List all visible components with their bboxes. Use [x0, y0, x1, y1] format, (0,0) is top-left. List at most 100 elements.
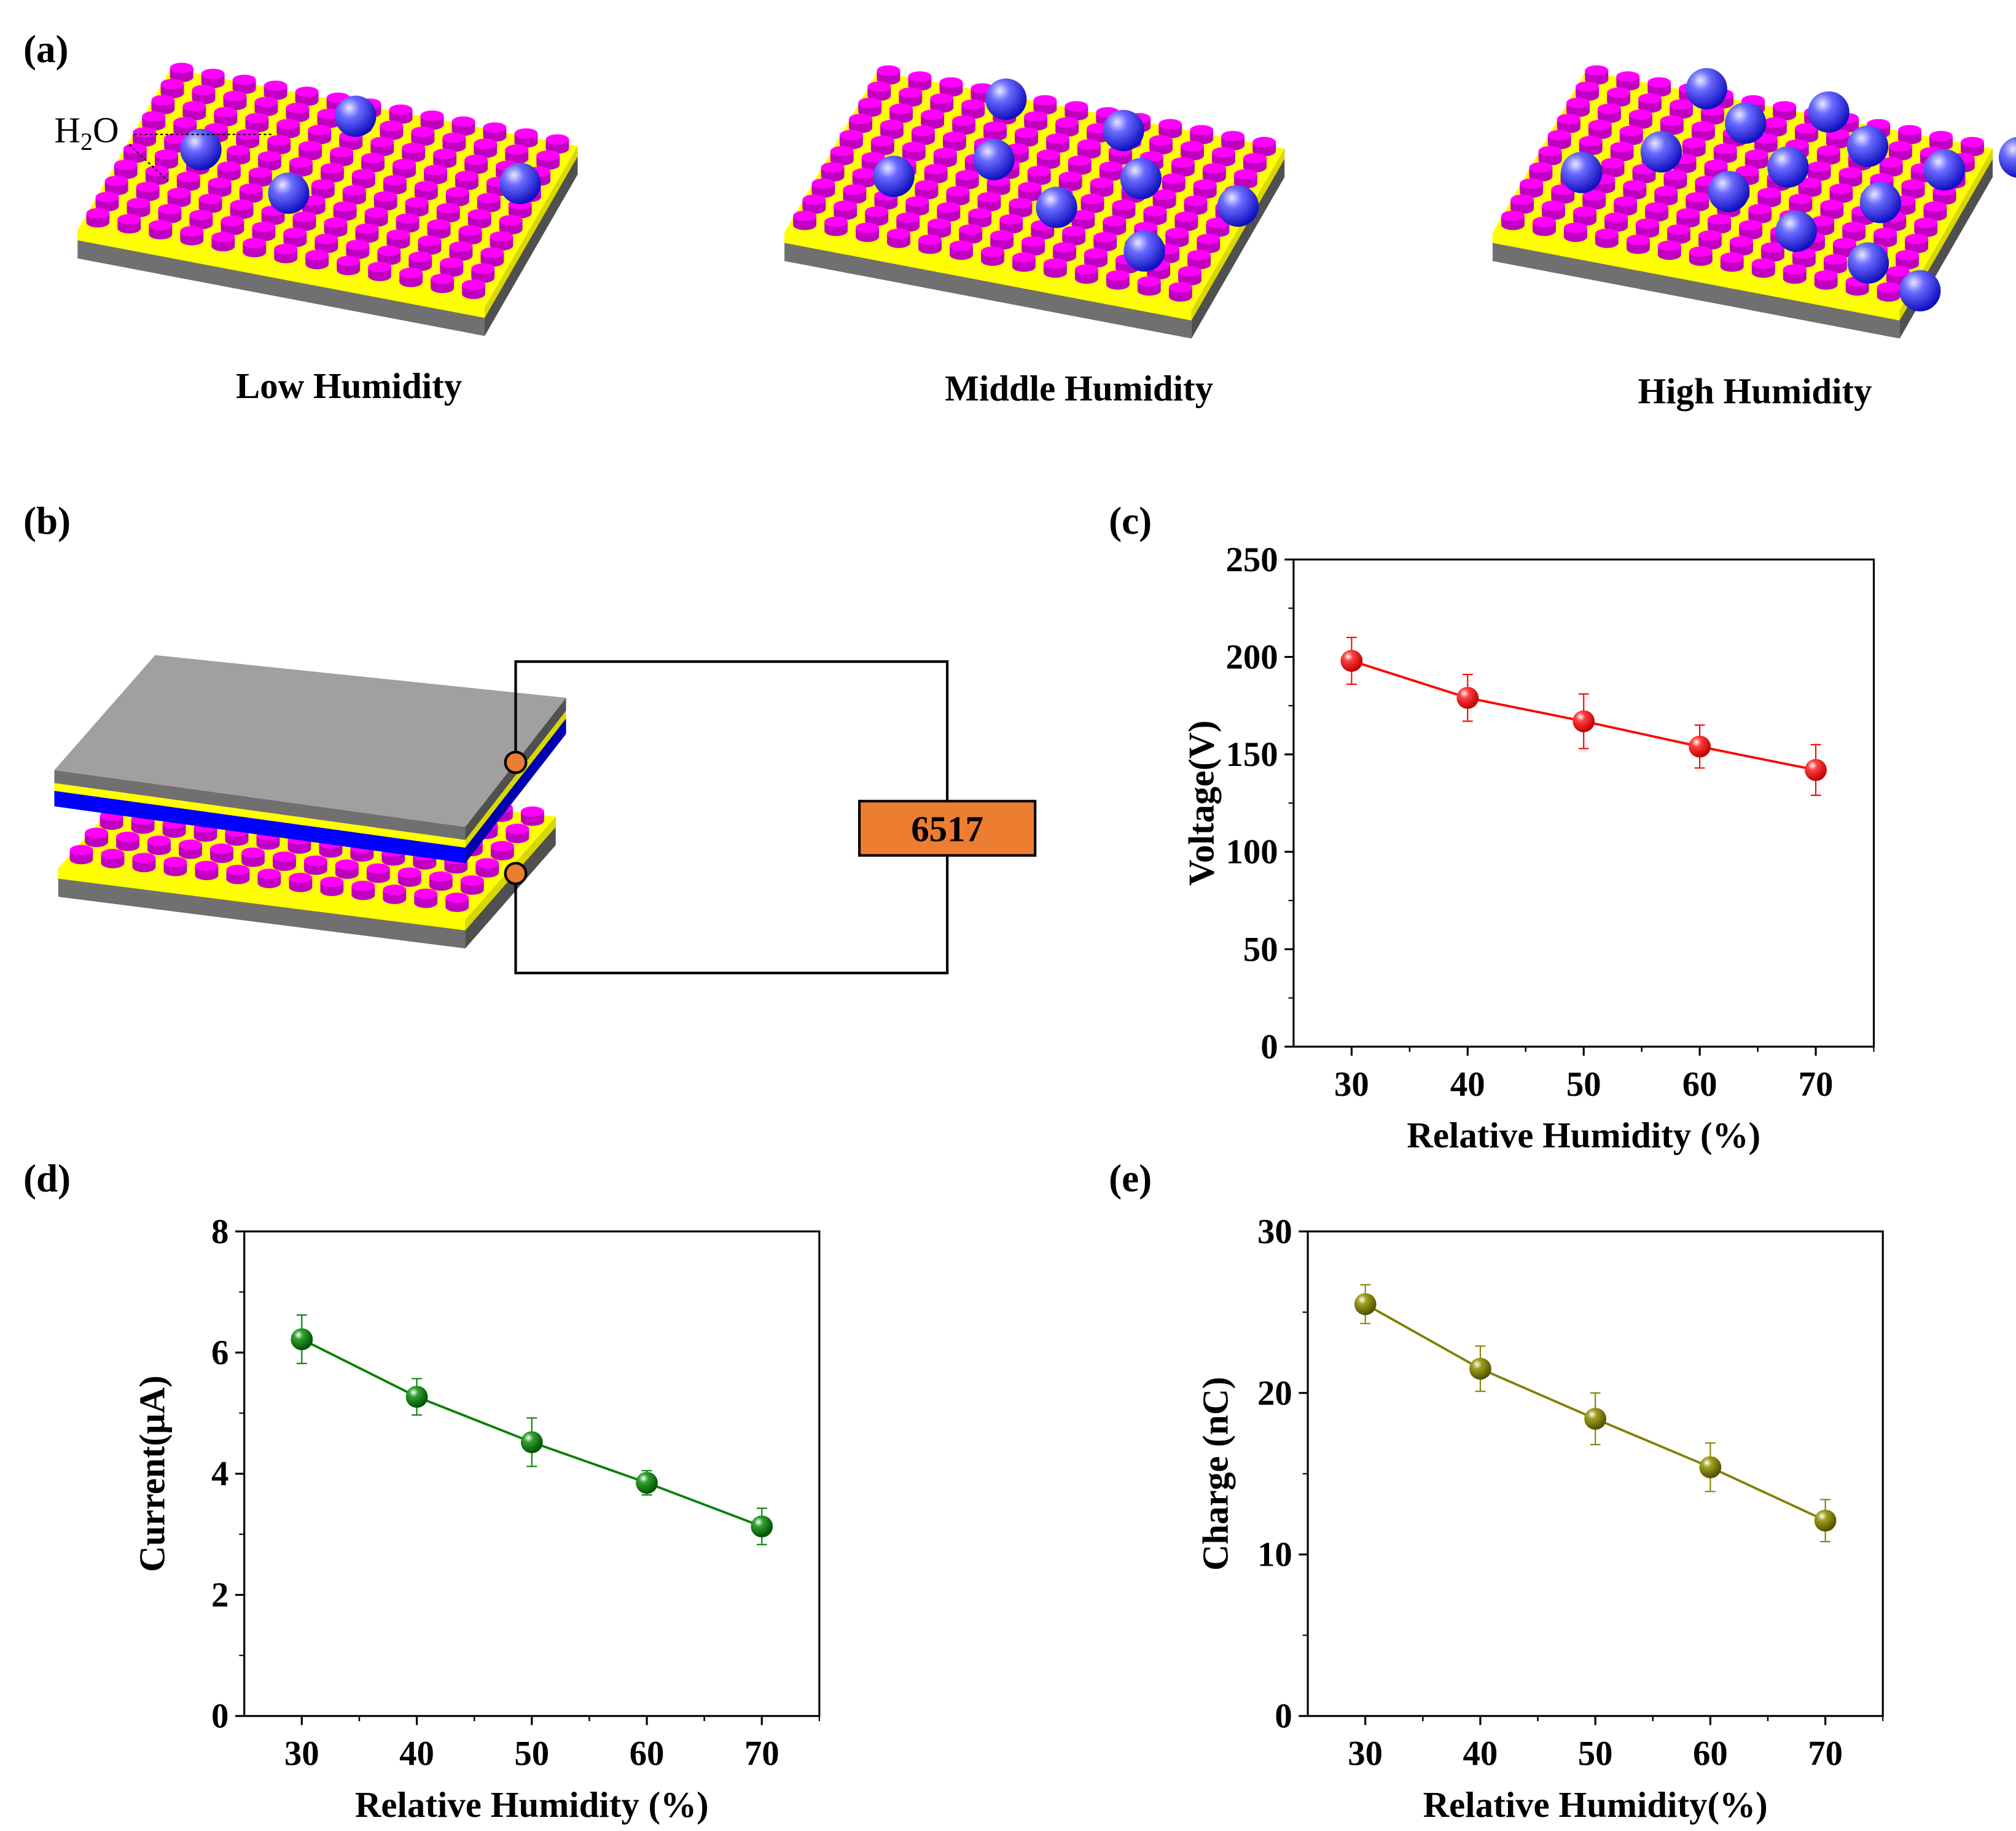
- pillar-top: [924, 163, 948, 174]
- pillar-top: [990, 230, 1014, 241]
- pillar-top: [445, 892, 469, 904]
- data-point: [291, 1328, 313, 1351]
- pillar-top: [305, 249, 329, 260]
- pillar-top: [405, 197, 429, 208]
- pillar-top: [928, 218, 951, 229]
- pillar-top: [1134, 222, 1158, 233]
- pillar-top: [1619, 125, 1643, 136]
- pillar-top: [257, 869, 281, 880]
- pillar-top: [346, 240, 370, 251]
- pillar-top: [1691, 121, 1715, 132]
- panel-label-b: (b): [23, 499, 71, 542]
- pillar-top: [1773, 101, 1797, 112]
- pillar-top: [1823, 254, 1847, 265]
- pillar-top: [955, 170, 979, 181]
- pillar-top: [839, 130, 863, 141]
- pillar-top: [1158, 119, 1182, 130]
- pillar-top: [1112, 200, 1136, 211]
- pillar-top: [918, 234, 942, 245]
- pillar-bottom: [287, 843, 311, 854]
- pillar-top: [1065, 101, 1088, 112]
- pillar-top: [1174, 211, 1198, 222]
- pillar-top: [272, 851, 296, 862]
- pillar-top: [490, 841, 514, 851]
- x-tick-label: 50: [1578, 1735, 1613, 1773]
- pillar-top: [1663, 170, 1687, 181]
- pillar-top: [1833, 238, 1856, 249]
- pillar-top: [317, 108, 341, 119]
- pillar-top: [214, 107, 238, 117]
- pillar-top: [364, 207, 388, 218]
- pillar-top: [411, 127, 435, 137]
- data-point: [405, 1386, 428, 1408]
- pillar-bottom: [856, 232, 879, 243]
- pillar-top: [1607, 87, 1631, 98]
- pillar-top: [217, 161, 241, 172]
- pillar-top: [983, 121, 1007, 132]
- pillar-bottom: [414, 897, 438, 908]
- pillar-top: [1636, 218, 1659, 229]
- data-point: [1699, 1456, 1722, 1478]
- pillar-bottom: [1043, 267, 1067, 278]
- pillar-bottom: [793, 219, 817, 230]
- pillar-top: [1024, 111, 1048, 122]
- pillar-bottom: [305, 259, 329, 270]
- pillar-top: [351, 169, 375, 180]
- circuit-wire: [514, 660, 949, 975]
- pillar-top: [1667, 224, 1690, 235]
- pillar-top: [458, 225, 482, 236]
- pillar-top: [1137, 276, 1161, 287]
- pillar-top: [811, 178, 835, 189]
- pillar-top: [1604, 212, 1628, 223]
- pillar-top: [451, 116, 475, 127]
- pillar-top: [520, 806, 544, 817]
- pillar-top: [915, 180, 939, 191]
- top-substrate-top: [54, 655, 566, 827]
- pillar-bottom: [1845, 285, 1869, 296]
- top-electrode-front: [54, 783, 466, 848]
- data-point: [520, 1431, 543, 1453]
- pillar-top: [133, 127, 157, 138]
- pillar-top: [205, 123, 229, 134]
- pillar-bottom: [381, 855, 405, 866]
- pillar-top: [1626, 234, 1650, 245]
- water-molecule: [1767, 146, 1809, 188]
- pillar-top: [389, 104, 413, 115]
- pillar-top: [981, 246, 1004, 257]
- pillar-top: [436, 203, 460, 214]
- pillar-top: [1704, 160, 1728, 170]
- pillar-top: [483, 122, 507, 133]
- pillar-top: [431, 273, 455, 284]
- pillar-top: [1647, 77, 1671, 88]
- data-point: [636, 1472, 658, 1494]
- pillar-top: [961, 99, 985, 110]
- pillar-bottom: [100, 819, 123, 830]
- pillar-top: [877, 65, 901, 76]
- water-molecule: [1120, 158, 1162, 200]
- pillar-top: [1178, 266, 1201, 277]
- h2o-leader-line: [128, 133, 275, 182]
- pillar-top: [852, 168, 876, 179]
- electrode-side: [1191, 148, 1285, 321]
- pillar-top: [276, 119, 300, 130]
- pillar-bottom: [1168, 291, 1192, 302]
- panel-label-e: (e): [1109, 1157, 1152, 1200]
- pillar-top: [243, 238, 267, 249]
- pillar-top: [1689, 246, 1713, 257]
- pillar-top: [117, 214, 141, 225]
- pillar-top: [226, 864, 250, 875]
- pillar-top: [1730, 236, 1753, 247]
- pillar-top: [1573, 206, 1596, 217]
- pillar-top: [1033, 95, 1057, 106]
- pillar-top: [950, 240, 973, 251]
- pillar-top: [442, 132, 466, 143]
- pillar-top: [912, 125, 935, 136]
- x-tick-label: 50: [514, 1735, 549, 1773]
- pillar-top: [1538, 146, 1562, 157]
- pillar-top: [474, 138, 498, 149]
- pillar-bottom: [289, 881, 313, 892]
- pillar-bottom: [887, 237, 910, 248]
- water-molecule: [1846, 125, 1889, 167]
- pillar-bottom: [824, 225, 848, 236]
- pillar-top: [142, 111, 166, 122]
